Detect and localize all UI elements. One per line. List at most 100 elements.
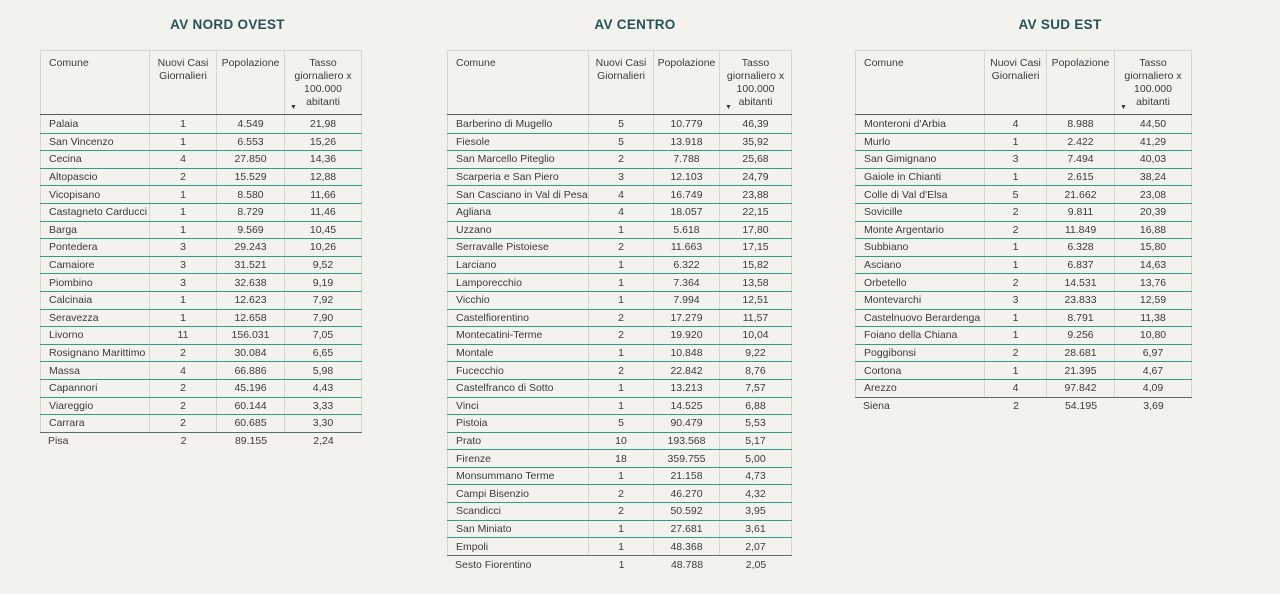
nuovi-casi-cell[interactable]: 1 — [589, 520, 654, 538]
nuovi-casi-cell[interactable]: 1 — [618, 558, 625, 571]
comune-cell[interactable]: Camaiore — [40, 256, 150, 274]
table-row[interactable]: Montale 1 10.848 9,22 — [447, 343, 792, 362]
table-row[interactable]: Asciano 1 6.837 14,63 — [855, 255, 1192, 274]
table-row[interactable]: Larciano 1 6.322 15,82 — [447, 255, 792, 274]
table-row[interactable]: Camaiore 3 31.521 9,52 — [40, 255, 362, 274]
comune-cell[interactable]: Seravezza — [40, 309, 150, 327]
popolazione-cell[interactable]: 6.553 — [217, 133, 285, 151]
nuovi-casi-cell[interactable]: 1 — [985, 239, 1047, 256]
popolazione-cell[interactable]: 156.031 — [217, 327, 285, 344]
tasso-cell[interactable]: 15,80 — [1115, 239, 1192, 256]
table-row[interactable]: Sesto Fiorentino 1 48.788 2,05 — [447, 556, 792, 574]
popolazione-cell[interactable]: 12.623 — [217, 291, 285, 309]
popolazione-cell[interactable]: 8.988 — [1047, 115, 1115, 133]
table-row[interactable]: Siena 2 54.195 3,69 — [855, 398, 1192, 416]
comune-cell[interactable]: Cortona — [855, 362, 985, 379]
tasso-cell[interactable]: 11,38 — [1115, 309, 1192, 327]
comune-cell[interactable]: Livorno — [40, 327, 150, 344]
nuovi-casi-cell[interactable]: 4 — [150, 362, 217, 379]
comune-cell[interactable]: San Marcello Piteglio — [447, 151, 589, 168]
nuovi-casi-cell[interactable]: 11 — [150, 327, 217, 344]
nuovi-casi-cell[interactable]: 1 — [150, 186, 217, 203]
popolazione-cell[interactable]: 18.057 — [654, 203, 720, 221]
popolazione-cell[interactable]: 89.155 — [234, 435, 268, 448]
tasso-cell[interactable]: 5,98 — [285, 362, 362, 379]
tasso-cell[interactable]: 6,97 — [1115, 344, 1192, 362]
tasso-cell[interactable]: 20,39 — [1115, 203, 1192, 221]
tasso-cell[interactable]: 11,66 — [285, 186, 362, 203]
nuovi-casi-cell[interactable]: 1 — [589, 221, 654, 239]
popolazione-cell[interactable]: 54.195 — [1064, 400, 1098, 413]
comune-cell[interactable]: San Miniato — [447, 520, 589, 538]
table-row[interactable]: Murlo 1 2.422 41,29 — [855, 132, 1192, 151]
popolazione-cell[interactable]: 8.791 — [1047, 309, 1115, 327]
comune-cell[interactable]: Piombino — [40, 274, 150, 291]
tasso-cell[interactable]: 12,51 — [720, 291, 792, 309]
nuovi-casi-cell[interactable]: 1 — [589, 256, 654, 274]
popolazione-cell[interactable]: 15.529 — [217, 168, 285, 186]
tasso-cell[interactable]: 17,15 — [720, 239, 792, 256]
nuovi-casi-cell[interactable]: 2 — [589, 309, 654, 327]
popolazione-cell[interactable]: 21.395 — [1047, 362, 1115, 379]
table-row[interactable]: Gaiole in Chianti 1 2.615 38,24 — [855, 167, 1192, 186]
comune-cell[interactable]: Sovicille — [855, 203, 985, 221]
tasso-cell[interactable]: 5,53 — [720, 415, 792, 432]
table-row[interactable]: Lamporecchio 1 7.364 13,58 — [447, 273, 792, 291]
popolazione-cell[interactable]: 16.749 — [654, 186, 720, 203]
comune-cell[interactable]: Vinci — [447, 397, 589, 415]
popolazione-cell[interactable]: 48.368 — [654, 538, 720, 555]
table-row[interactable]: Palaia 1 4.549 21,98 — [40, 115, 362, 133]
tasso-cell[interactable]: 2,07 — [720, 538, 792, 555]
tasso-cell[interactable]: 7,05 — [285, 327, 362, 344]
tasso-cell[interactable]: 2,24 — [313, 435, 334, 448]
table-row[interactable]: Capannori 2 45.196 4,43 — [40, 378, 362, 397]
tasso-cell[interactable]: 2,05 — [745, 558, 767, 571]
nuovi-casi-cell[interactable]: 4 — [589, 186, 654, 203]
comune-cell[interactable]: Calcinaia — [40, 291, 150, 309]
table-row[interactable]: Barga 1 9.569 10,45 — [40, 220, 362, 239]
comune-cell[interactable]: Castagneto Carducci — [40, 203, 150, 221]
table-row[interactable]: San Gimignano 3 7.494 40,03 — [855, 150, 1192, 168]
popolazione-cell[interactable]: 50.592 — [654, 503, 720, 520]
popolazione-cell[interactable]: 14.525 — [654, 397, 720, 415]
tasso-cell[interactable]: 5,17 — [720, 432, 792, 450]
comune-cell[interactable]: Larciano — [447, 256, 589, 274]
tasso-cell[interactable]: 4,32 — [720, 485, 792, 503]
comune-cell[interactable]: Castelfiorentino — [447, 309, 589, 327]
column-header-nuovi-casi-giornalieri[interactable]: Nuovi Casi Giornalieri — [150, 51, 217, 114]
column-header-tasso-giornaliero[interactable]: Tasso giornaliero x 100.000 abitanti ▼ — [720, 51, 792, 114]
column-header-nuovi-casi-giornalieri[interactable]: Nuovi Casi Giornalieri — [589, 51, 654, 114]
table-row[interactable]: Sovicille 2 9.811 20,39 — [855, 202, 1192, 221]
popolazione-cell[interactable]: 21.158 — [654, 467, 720, 485]
popolazione-cell[interactable]: 23.833 — [1047, 291, 1115, 309]
table-row[interactable]: Fucecchio 2 22.842 8,76 — [447, 361, 792, 379]
nuovi-casi-cell[interactable]: 4 — [985, 115, 1047, 133]
popolazione-cell[interactable]: 10.779 — [654, 115, 720, 133]
table-row[interactable]: Cortona 1 21.395 4,67 — [855, 361, 1192, 379]
table-row[interactable]: Firenze 18 359.755 5,00 — [447, 449, 792, 467]
tasso-cell[interactable]: 46,39 — [720, 115, 792, 133]
tasso-cell[interactable]: 38,24 — [1115, 168, 1192, 186]
nuovi-casi-cell[interactable]: 1 — [150, 115, 217, 133]
popolazione-cell[interactable]: 46.270 — [654, 485, 720, 503]
tasso-cell[interactable]: 3,30 — [285, 415, 362, 432]
table-row[interactable]: Viareggio 2 60.144 3,33 — [40, 396, 362, 415]
tasso-cell[interactable]: 16,88 — [1115, 221, 1192, 239]
popolazione-cell[interactable]: 97.842 — [1047, 379, 1115, 397]
comune-cell[interactable]: Lamporecchio — [447, 274, 589, 291]
popolazione-cell[interactable]: 27.681 — [654, 520, 720, 538]
popolazione-cell[interactable]: 4.549 — [217, 115, 285, 133]
tasso-cell[interactable]: 24,79 — [720, 168, 792, 186]
nuovi-casi-cell[interactable]: 18 — [589, 450, 654, 467]
popolazione-cell[interactable]: 22.842 — [654, 362, 720, 379]
tasso-cell[interactable]: 15,82 — [720, 256, 792, 274]
table-row[interactable]: Arezzo 4 97.842 4,09 — [855, 378, 1192, 397]
tasso-cell[interactable]: 12,59 — [1115, 291, 1192, 309]
tasso-cell[interactable]: 35,92 — [720, 133, 792, 151]
nuovi-casi-cell[interactable]: 3 — [985, 151, 1047, 168]
comune-cell[interactable]: Sesto Fiorentino — [455, 558, 532, 571]
popolazione-cell[interactable]: 2.615 — [1047, 168, 1115, 186]
comune-cell[interactable]: Campi Bisenzio — [447, 485, 589, 503]
tasso-cell[interactable]: 3,95 — [720, 503, 792, 520]
table-row[interactable]: Pontedera 3 29.243 10,26 — [40, 238, 362, 256]
